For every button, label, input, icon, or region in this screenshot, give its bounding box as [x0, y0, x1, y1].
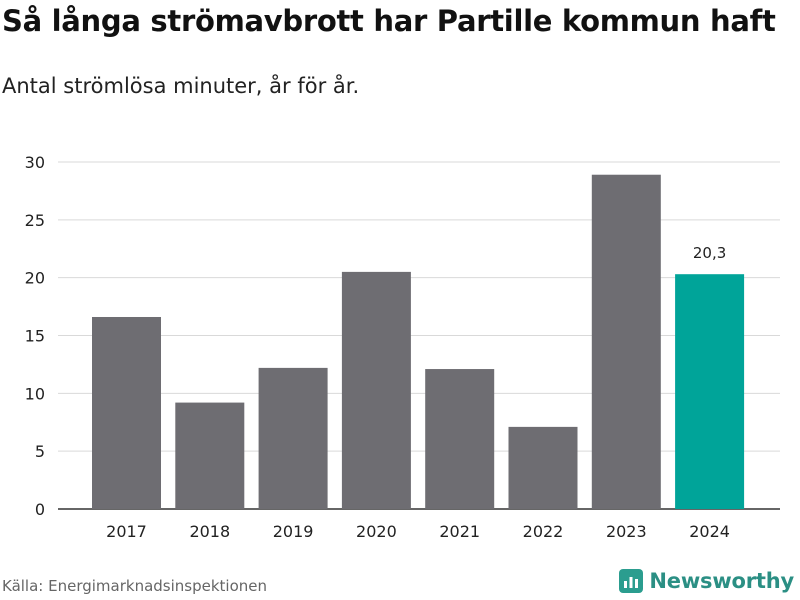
x-tick-label: 2023: [606, 522, 647, 541]
bar-2021: [425, 369, 495, 509]
y-axis-ticks: 0 5 10 15 20 25 30: [25, 153, 45, 519]
chart-title: Så långa strömavbrott har Partille kommu…: [2, 4, 776, 38]
y-tick-label: 5: [35, 442, 45, 461]
brand-logo: Newsworthy: [619, 569, 794, 593]
bar-2019: [258, 367, 328, 509]
bar-2022: [508, 426, 578, 509]
y-tick-label: 0: [35, 500, 45, 519]
bar-2018: [175, 402, 245, 509]
data-labels: 20,3: [693, 244, 726, 262]
x-tick-label: 2018: [189, 522, 230, 541]
chart-subtitle: Antal strömlösa minuter, år för år.: [2, 74, 360, 98]
x-tick-label: 2021: [439, 522, 480, 541]
y-tick-label: 20: [25, 269, 45, 288]
gridlines: [58, 161, 780, 510]
y-tick-label: 30: [25, 153, 45, 172]
bar-2017: [92, 316, 161, 509]
data-label: 20,3: [693, 244, 726, 262]
brand-name: Newsworthy: [649, 569, 794, 593]
x-axis-ticks: 2017 2018 2019 2020 2021 2022 2023 2024: [106, 522, 730, 541]
x-tick-label: 2022: [523, 522, 564, 541]
x-tick-label: 2019: [273, 522, 314, 541]
y-tick-label: 15: [25, 327, 45, 346]
x-tick-label: 2017: [106, 522, 147, 541]
x-tick-label: 2024: [689, 522, 730, 541]
bar-2023: [591, 174, 661, 509]
newsworthy-logo-icon: [619, 569, 644, 593]
bars: [92, 174, 745, 509]
y-tick-label: 10: [25, 384, 45, 403]
bar-2020: [341, 271, 411, 509]
x-tick-label: 2020: [356, 522, 397, 541]
source-note: Källa: Energimarknadsinspektionen: [2, 577, 268, 595]
bar-2024: [675, 274, 745, 509]
y-tick-label: 25: [25, 211, 45, 230]
